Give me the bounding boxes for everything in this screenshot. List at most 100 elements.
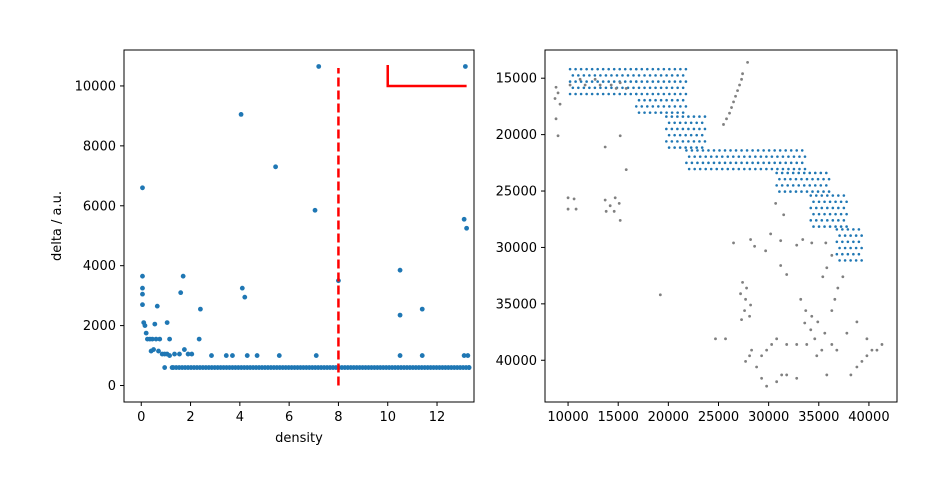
noise-point — [614, 86, 618, 90]
cluster-point — [690, 149, 694, 152]
cluster-point — [640, 67, 644, 71]
cluster-point — [707, 149, 710, 152]
data-point — [178, 290, 184, 296]
cluster-point — [780, 184, 784, 187]
noise-point — [753, 244, 756, 248]
cluster-point — [734, 149, 738, 152]
cluster-point — [826, 206, 829, 210]
cluster-point — [645, 105, 649, 108]
cluster-point — [817, 200, 821, 204]
cluster-point — [776, 167, 779, 171]
cluster-point — [668, 67, 671, 71]
cluster-point — [813, 184, 817, 187]
cluster-point — [698, 167, 702, 171]
cluster-point — [668, 105, 671, 108]
data-point — [273, 164, 278, 170]
x-tick-label: 2 — [186, 410, 194, 425]
cluster-point — [820, 206, 824, 210]
cluster-point — [703, 115, 707, 118]
cluster-point — [835, 252, 839, 256]
data-point — [140, 302, 145, 308]
cluster-point — [781, 155, 785, 158]
data-point — [152, 321, 158, 327]
noise-point — [845, 331, 849, 335]
cluster-point — [751, 149, 754, 152]
cluster-point — [629, 92, 633, 96]
cluster-point — [812, 200, 815, 204]
cluster-point — [645, 67, 649, 71]
cluster-point — [593, 74, 597, 77]
cluster-point — [579, 80, 583, 83]
cluster-point — [596, 67, 599, 71]
cluster-point — [751, 161, 754, 165]
cluster-point — [837, 206, 840, 210]
y-tick-label: 6000 — [83, 199, 116, 214]
cluster-point — [789, 161, 793, 165]
x-tick-label: 12 — [429, 410, 446, 425]
cluster-point — [601, 80, 605, 83]
cluster-point — [585, 80, 588, 83]
cluster-point — [634, 80, 638, 83]
cluster-point — [637, 86, 641, 90]
cluster-point — [726, 155, 730, 158]
cluster-point — [817, 225, 821, 228]
data-point — [276, 353, 282, 358]
cluster-point — [607, 80, 610, 83]
left-axes-frame — [123, 49, 475, 403]
cluster-point — [670, 140, 674, 143]
y-tick-label: 40000 — [496, 354, 537, 369]
cluster-point — [659, 86, 663, 90]
noise-point — [593, 77, 597, 81]
noise-point — [736, 89, 739, 93]
noise-point — [805, 343, 809, 346]
cluster-point — [610, 74, 613, 77]
cluster-point — [640, 80, 644, 83]
cluster-point — [568, 67, 572, 71]
cluster-point — [667, 121, 671, 125]
cluster-point — [814, 194, 818, 197]
noise-point — [755, 365, 759, 369]
cluster-point — [681, 140, 685, 143]
cluster-point — [568, 80, 572, 83]
cluster-point — [773, 149, 776, 152]
cluster-point — [709, 167, 713, 171]
cluster-point — [588, 74, 591, 77]
cluster-point — [667, 146, 671, 149]
cluster-point — [843, 234, 847, 237]
left-chart: 0 2 4 6 8 10 12 0 2000 4000 6000 8000 10000 density… — [50, 49, 475, 446]
cluster-point — [632, 74, 635, 77]
cluster-point — [623, 80, 627, 83]
noise-point — [583, 83, 587, 87]
noise-point — [624, 86, 628, 90]
cluster-point — [662, 92, 666, 96]
cluster-point — [590, 80, 594, 83]
noise-point — [823, 331, 827, 335]
data-point — [148, 348, 154, 354]
cluster-point — [797, 184, 801, 187]
cluster-point — [684, 121, 687, 125]
noise-point — [779, 264, 783, 267]
cluster-point — [700, 133, 704, 137]
x-tick-label: 40000 — [848, 410, 889, 425]
right-axes-frame — [544, 49, 898, 403]
cluster-point — [809, 206, 813, 210]
cluster-point — [676, 127, 679, 131]
cluster-point — [811, 190, 814, 193]
cluster-point — [789, 190, 792, 193]
cluster-point — [599, 74, 602, 77]
noise-point — [760, 376, 764, 380]
cluster-point — [805, 190, 809, 193]
data-point — [181, 347, 187, 352]
noise-point — [748, 314, 751, 318]
cluster-point — [681, 115, 685, 118]
cluster-point — [803, 167, 807, 171]
noise-point — [769, 232, 773, 236]
cluster-point — [849, 259, 852, 262]
cluster-point — [745, 149, 749, 152]
cluster-point — [679, 67, 682, 71]
data-point — [162, 365, 168, 370]
noise-point — [574, 207, 578, 211]
cluster-point — [843, 246, 847, 250]
noise-point — [785, 273, 789, 276]
cluster-point — [629, 80, 633, 83]
